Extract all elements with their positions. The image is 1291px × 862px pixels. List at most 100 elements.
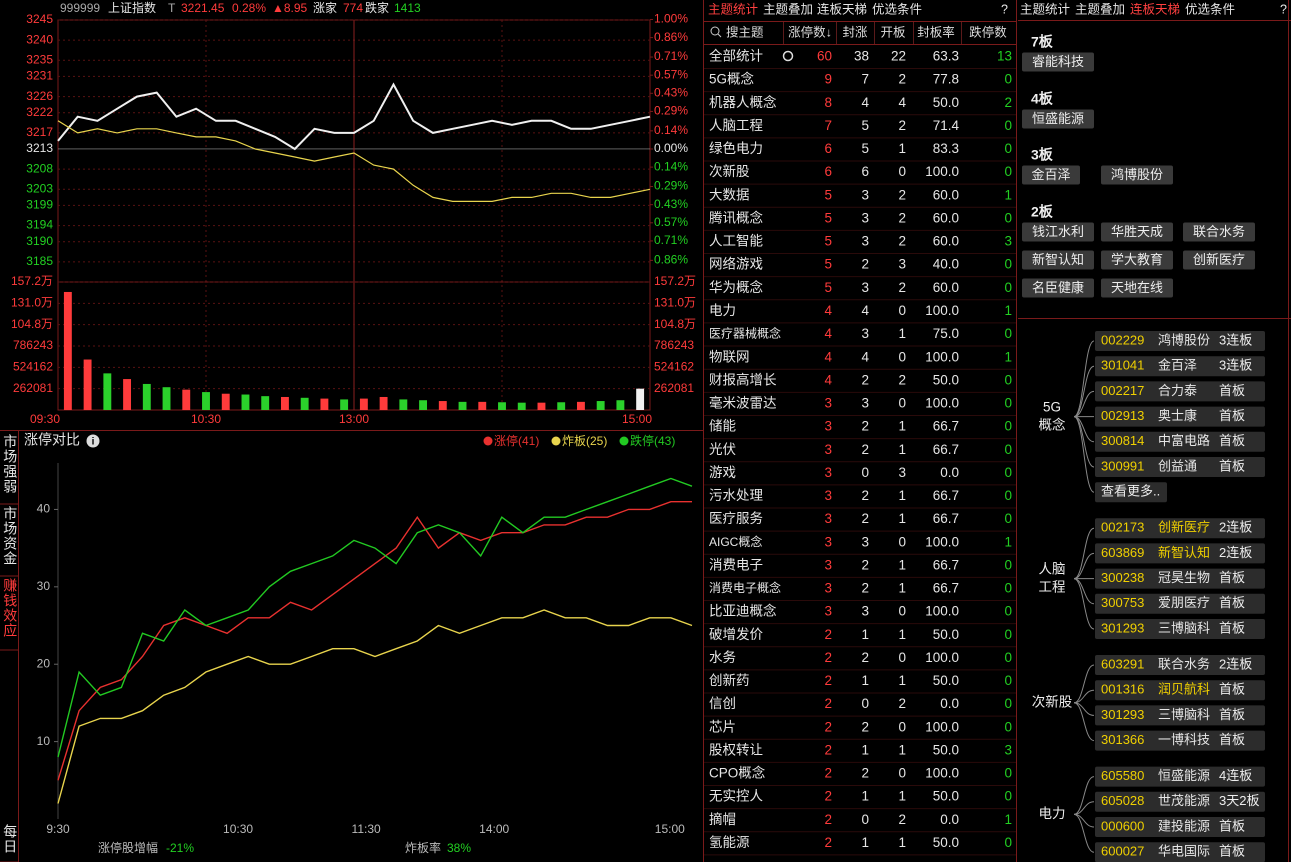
stock-name[interactable]: 新智认知 xyxy=(1032,252,1084,267)
theme-name[interactable]: 水务 xyxy=(709,650,736,665)
stock-name[interactable]: 名臣健康 xyxy=(1032,280,1084,295)
theme-name[interactable]: 全部统计 xyxy=(709,48,763,64)
column-header[interactable]: 开板 xyxy=(880,25,906,39)
theme-name[interactable]: 比亚迪概念 xyxy=(709,603,777,619)
stock-row[interactable] xyxy=(1095,331,1265,351)
theme-name[interactable]: 医疗器械概念 xyxy=(709,326,781,341)
stock-button[interactable] xyxy=(1022,165,1080,185)
stock-button[interactable] xyxy=(1101,278,1173,298)
stock-button[interactable] xyxy=(1101,250,1173,270)
tab[interactable]: 优选条件 xyxy=(1185,2,1235,16)
theme-name[interactable]: 储能 xyxy=(709,419,736,434)
stock-name[interactable]: 睿能科技 xyxy=(1032,54,1084,69)
stock-row[interactable] xyxy=(1095,593,1265,614)
stock-name[interactable]: 创新医疗 xyxy=(1193,252,1245,267)
more-link[interactable]: 查看更多.. xyxy=(1101,484,1160,499)
theme-name[interactable]: 绿色电力 xyxy=(709,140,763,156)
column-header[interactable]: 涨停数↓ xyxy=(788,24,832,39)
stock-button[interactable] xyxy=(1183,250,1255,270)
theme-name[interactable]: 股权转让 xyxy=(709,741,763,757)
search-icon[interactable] xyxy=(710,26,720,36)
theme-name[interactable]: AIGC概念 xyxy=(709,534,762,549)
stock-name[interactable]: 学大教育 xyxy=(1111,252,1163,267)
stock-name[interactable]: 天地在线 xyxy=(1111,280,1163,295)
tab[interactable]: 优选条件 xyxy=(872,2,922,16)
theme-name[interactable]: 摘帽 xyxy=(709,811,736,827)
column-header[interactable]: 封板率 xyxy=(917,24,955,39)
theme-name[interactable]: 毫米波雷达 xyxy=(709,395,777,411)
stock-name[interactable]: 联合水务 xyxy=(1193,224,1245,239)
tab[interactable]: 主题叠加 xyxy=(763,2,813,16)
tab[interactable]: ? xyxy=(1001,2,1008,16)
stock-row[interactable] xyxy=(1095,381,1265,402)
stock-name[interactable]: 鸿博股份 xyxy=(1111,167,1163,182)
toggle-icon[interactable] xyxy=(782,50,794,62)
tab[interactable]: 连板天梯 xyxy=(1130,1,1180,16)
theme-name[interactable]: 芯片 xyxy=(709,719,736,734)
stock-row[interactable] xyxy=(1095,730,1265,751)
theme-name[interactable]: 消费电子 xyxy=(709,557,763,572)
side-tab[interactable]: 每日 xyxy=(2,824,18,854)
theme-name[interactable]: 人工智能 xyxy=(709,234,763,249)
theme-name[interactable]: 医疗服务 xyxy=(709,511,763,526)
stock-name[interactable]: 华胜天成 xyxy=(1111,224,1163,239)
column-header[interactable]: 封涨 xyxy=(842,24,868,39)
stock-button[interactable] xyxy=(1022,250,1094,270)
theme-name[interactable]: 网络游戏 xyxy=(709,257,763,272)
theme-name[interactable]: 物联网 xyxy=(709,349,750,364)
stock-row[interactable] xyxy=(1095,680,1265,701)
stock-row[interactable] xyxy=(1095,518,1265,539)
stock-row[interactable] xyxy=(1095,543,1265,564)
stock-row[interactable] xyxy=(1095,791,1265,812)
theme-name[interactable]: 机器人概念 xyxy=(709,94,777,110)
tab[interactable]: 主题统计 xyxy=(1020,2,1070,16)
stock-row[interactable] xyxy=(1095,705,1265,726)
side-tab[interactable]: 赚钱效应 xyxy=(2,578,18,638)
theme-name[interactable]: 5G概念 xyxy=(709,71,754,87)
tab[interactable]: 连板天梯 xyxy=(817,1,867,16)
theme-name[interactable]: 财报高增长 xyxy=(709,371,777,387)
theme-name[interactable]: 信创 xyxy=(709,696,736,711)
theme-name[interactable]: 华为概念 xyxy=(709,279,763,295)
theme-name[interactable]: 创新药 xyxy=(709,673,750,688)
theme-name[interactable]: 污水处理 xyxy=(709,488,763,503)
stock-button[interactable] xyxy=(1101,222,1173,242)
stock-name[interactable]: 恒盛能源 xyxy=(1032,111,1084,126)
stock-row[interactable] xyxy=(1095,766,1265,787)
tab[interactable]: ? xyxy=(1280,2,1287,16)
theme-name[interactable]: 大数据 xyxy=(709,187,750,202)
stock-button[interactable] xyxy=(1183,222,1255,242)
info-icon[interactable] xyxy=(86,434,100,448)
side-tab[interactable]: 市场资金 xyxy=(2,505,18,566)
stock-button[interactable] xyxy=(1101,165,1173,185)
theme-name[interactable]: 无实控人 xyxy=(709,789,763,804)
stock-row[interactable] xyxy=(1095,842,1265,862)
stock-name[interactable]: 金百泽 xyxy=(1031,167,1070,182)
stock-button[interactable] xyxy=(1022,52,1094,72)
theme-name[interactable]: 光伏 xyxy=(709,442,737,457)
tab[interactable]: 主题叠加 xyxy=(1075,2,1125,16)
tab[interactable]: 主题统计 xyxy=(708,2,758,16)
stock-button[interactable] xyxy=(1022,222,1094,242)
theme-name[interactable]: 破增发价 xyxy=(709,627,763,642)
stock-row[interactable] xyxy=(1095,655,1265,675)
stock-name[interactable]: 钱江水利 xyxy=(1032,224,1084,239)
theme-name[interactable]: CPO概念 xyxy=(709,765,765,781)
stock-row[interactable] xyxy=(1095,356,1265,377)
theme-name[interactable]: 次新股 xyxy=(709,164,750,179)
theme-name[interactable]: 消费电子概念 xyxy=(709,580,781,595)
column-header[interactable]: 搜主题 xyxy=(726,24,764,39)
more-button[interactable] xyxy=(1095,482,1167,503)
stock-button[interactable] xyxy=(1022,278,1094,298)
stock-row[interactable] xyxy=(1095,568,1265,589)
theme-name[interactable]: 电力 xyxy=(709,303,736,318)
stock-row[interactable] xyxy=(1095,817,1265,837)
theme-name[interactable]: 氢能源 xyxy=(709,835,750,850)
stock-button[interactable] xyxy=(1022,109,1094,129)
stock-row[interactable] xyxy=(1095,619,1265,639)
stock-row[interactable] xyxy=(1095,457,1265,477)
column-header[interactable]: 跌停数 xyxy=(969,24,1007,39)
theme-name[interactable]: 人脑工程 xyxy=(709,118,763,133)
stock-row[interactable] xyxy=(1095,431,1265,452)
theme-name[interactable]: 腾讯概念 xyxy=(709,209,763,225)
